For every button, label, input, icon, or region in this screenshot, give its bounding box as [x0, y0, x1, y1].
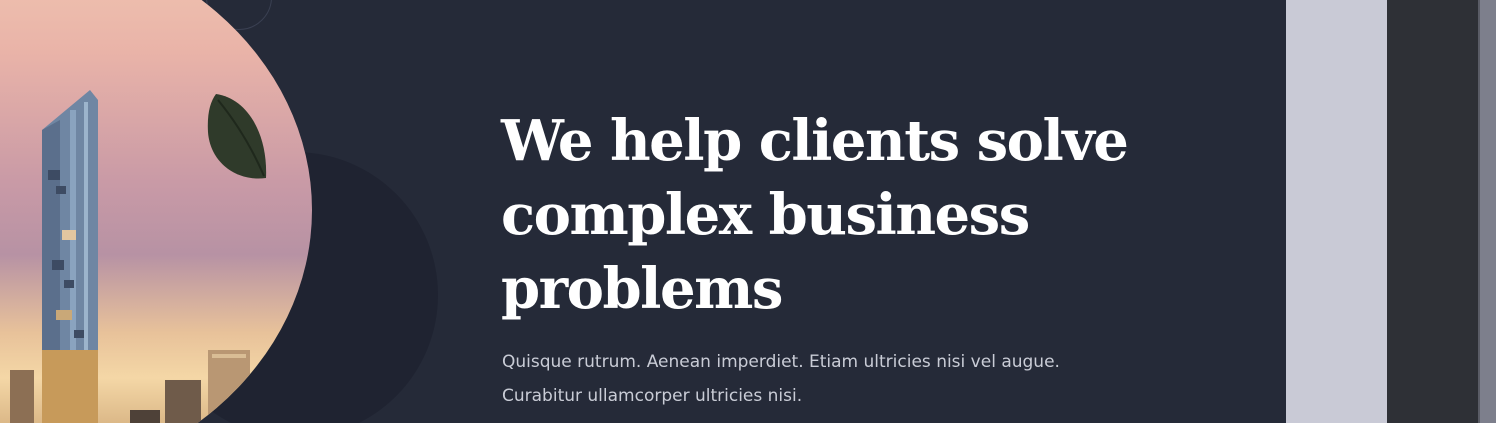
hero-section: We help clients solve complex business p…: [0, 0, 1129, 423]
hero-headline: We help clients solve complex business p…: [501, 108, 1129, 322]
side-panel-light: [1286, 0, 1387, 423]
hero-subtext: Quisque rutrum. Aenean imperdiet. Etiam …: [502, 352, 1060, 406]
scrollbar-edge: [1478, 0, 1480, 423]
city-skyline-image: [0, 0, 312, 423]
scrollbar[interactable]: [1478, 0, 1496, 423]
side-panel-dark: [1387, 0, 1478, 423]
leaf-icon: [207, 94, 267, 179]
